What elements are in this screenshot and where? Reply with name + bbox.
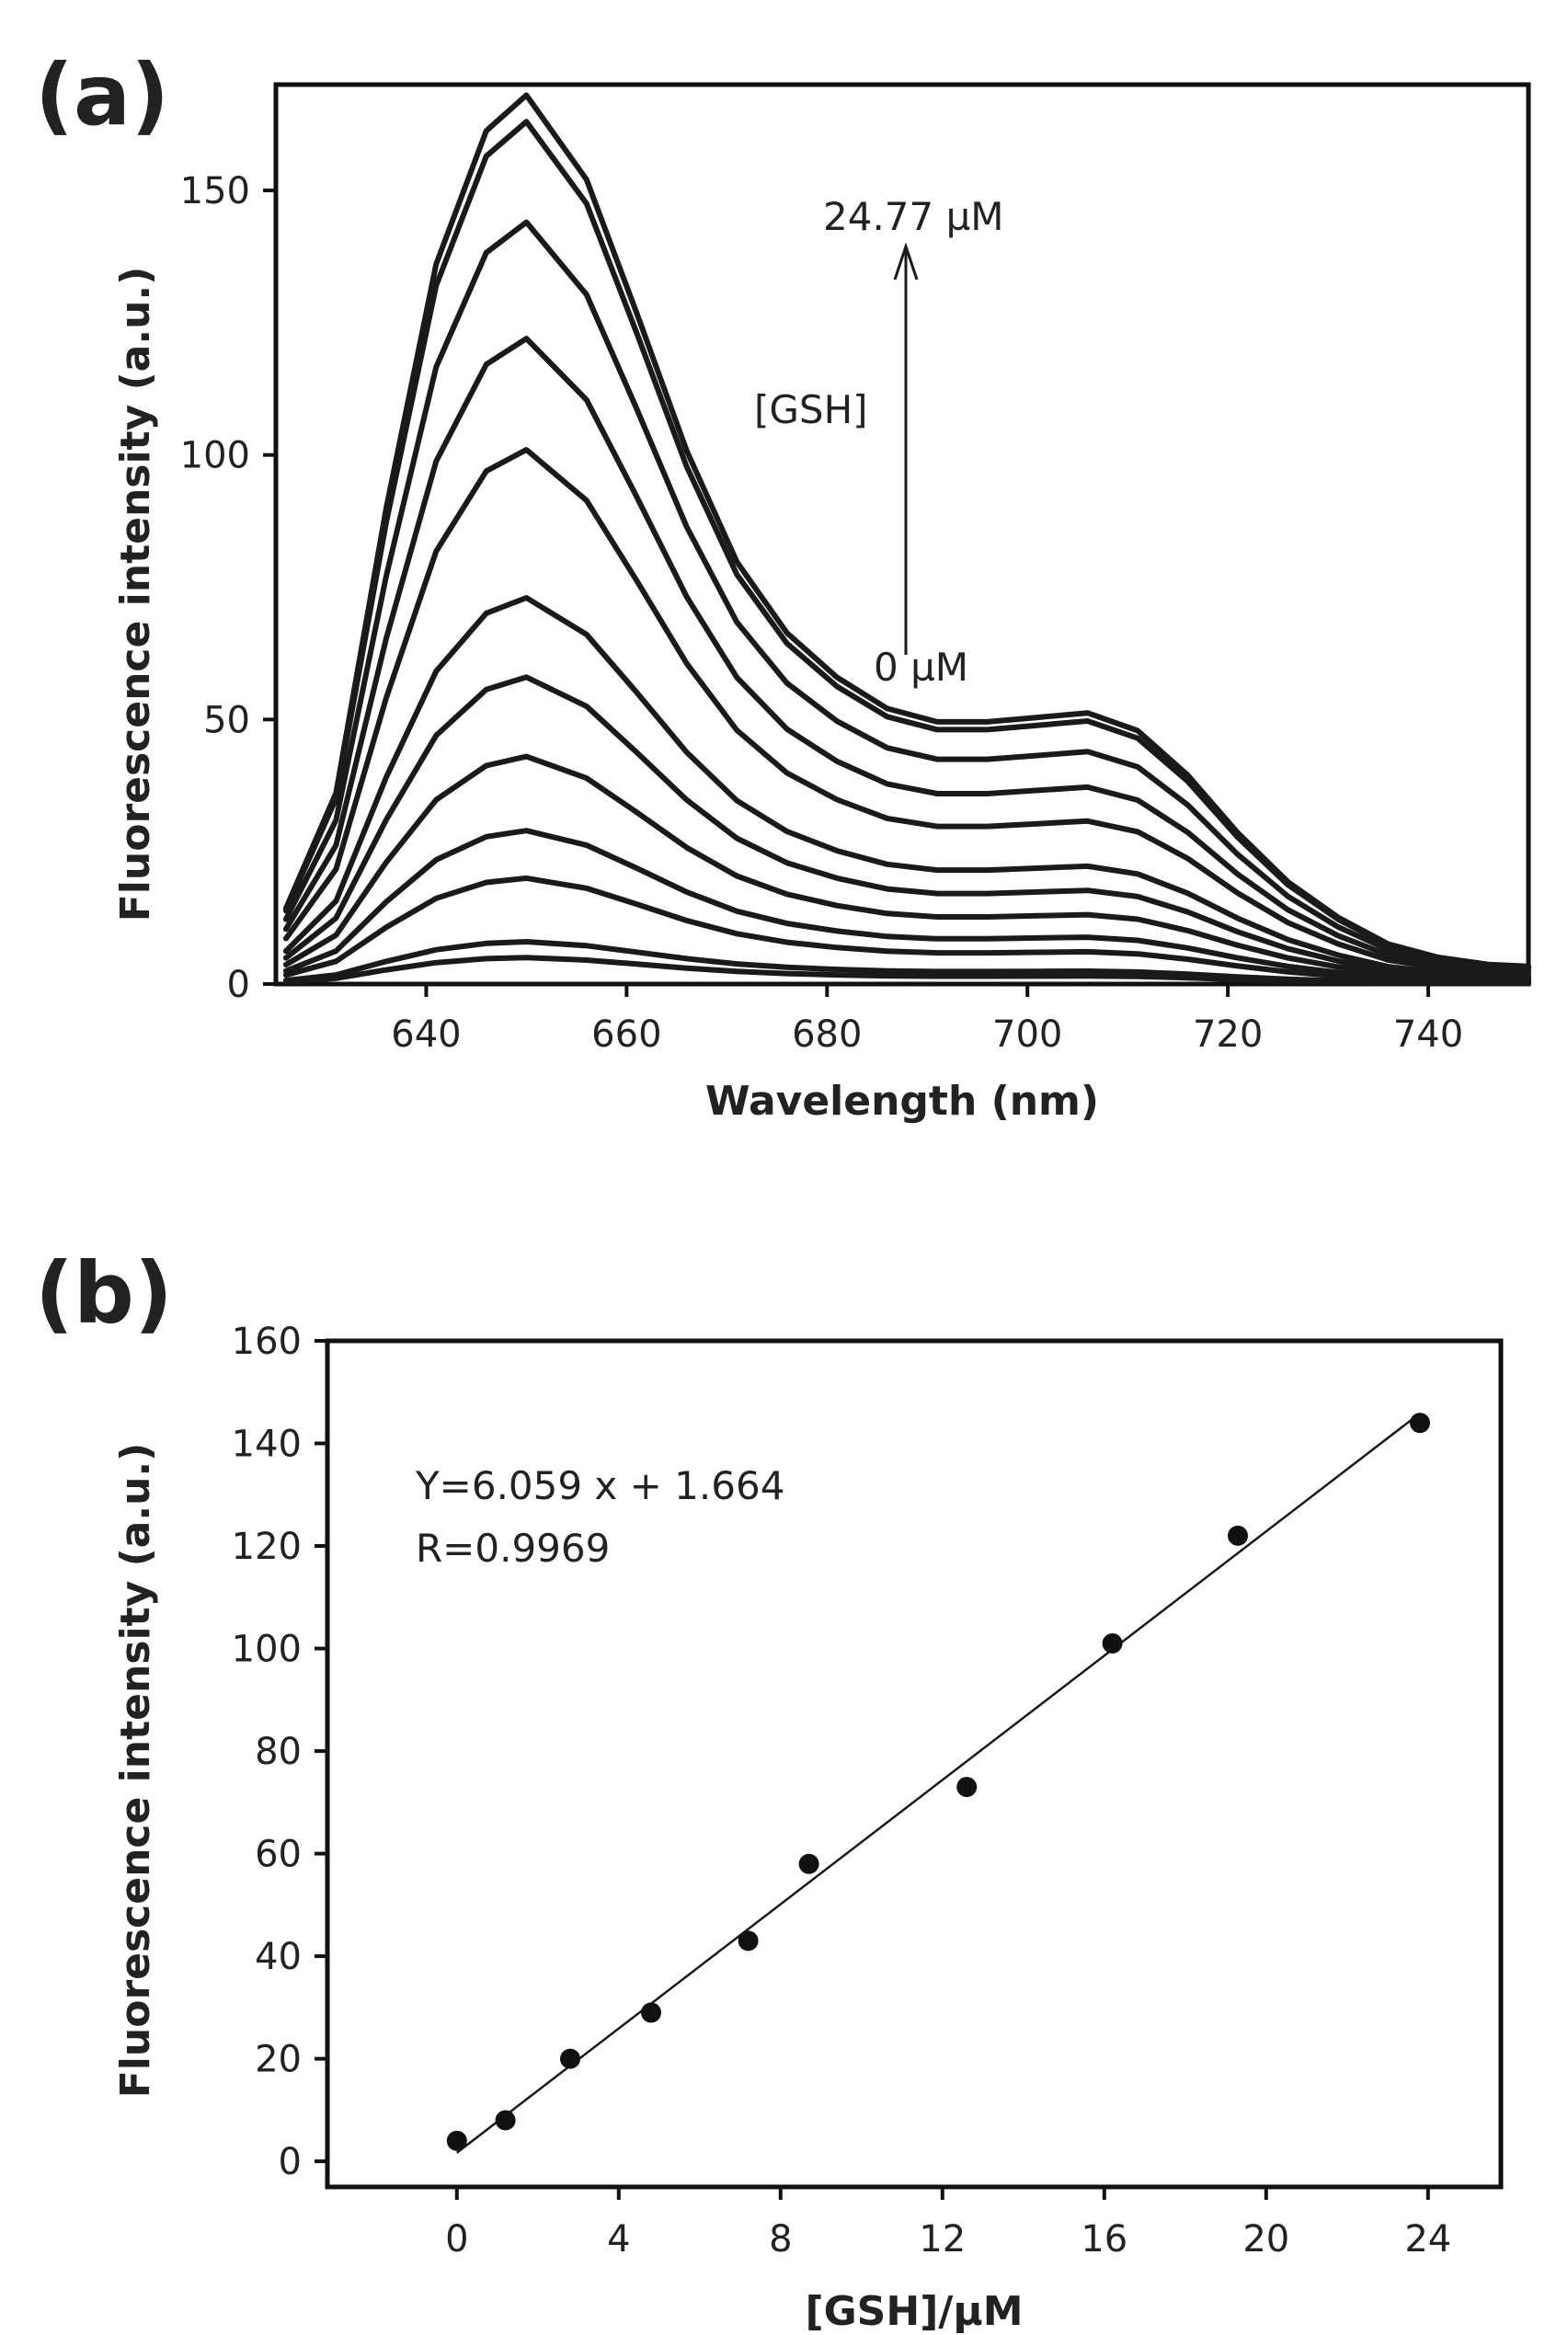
data-point-6 [798, 1853, 819, 1874]
panel-b-x-tick-label: 12 [919, 2218, 966, 2261]
panel-a-annotation-reagent: [GSH] [754, 387, 868, 432]
panel-b-fit-line [456, 1412, 1421, 2154]
spectrum-curve-9 [282, 336, 1531, 974]
panel-a-y-ticks: 0 50 100 150 [180, 170, 276, 1006]
panel-b-y-tick-label: 160 [232, 1321, 302, 1363]
spectrum-curve-3 [282, 875, 1531, 985]
panel-a-x-tick-label: 700 [992, 1013, 1062, 1056]
panel-b-equation: Y=6.059 x + 1.664 [415, 1463, 784, 1508]
panel-a-annotation-top-conc: 24.77 µM [823, 194, 1004, 239]
panel-b-r-value: R=0.9969 [416, 1526, 610, 1571]
spectrum-curve-12 [282, 92, 1531, 969]
panel-a-x-axis-title: Wavelength (nm) [705, 1078, 1099, 1125]
panel-b-x-axis-title: [GSH]/µM [805, 2288, 1023, 2335]
spectrum-curve-6 [282, 674, 1531, 981]
panel-a-x-tick-label: 680 [792, 1013, 862, 1056]
spectrum-curve-10 [282, 219, 1531, 972]
panel-b-points [446, 1413, 1430, 2151]
data-point-7 [956, 1777, 978, 1798]
data-point-2 [495, 2110, 516, 2131]
panel-a-arrowhead-icon [893, 242, 919, 280]
data-point-10 [1410, 1413, 1430, 1434]
panel-b-x-tick-label: 24 [1404, 2218, 1451, 2261]
spectrum-curve-4 [282, 828, 1531, 984]
panel-b-x-tick-label: 4 [607, 2218, 630, 2261]
panel-b-y-tick-label: 20 [255, 2039, 302, 2081]
panel-a-x-tick-label: 640 [391, 1013, 461, 1056]
panel-b-y-ticks: 0 20 40 60 80 100 120 140 160 [232, 1321, 327, 2183]
panel-b-y-tick-label: 140 [232, 1424, 302, 1466]
panel-a-annotation-bottom-conc: 0 µM [874, 645, 968, 690]
panel-b-y-tick-label: 80 [255, 1731, 302, 1773]
panel-a-x-tick-label: 740 [1393, 1013, 1463, 1056]
panel-a-x-ticks: 640 660 680 700 720 740 [391, 984, 1463, 1056]
panel-b-y-tick-label: 40 [255, 1936, 302, 1978]
panel-b-x-tick-label: 8 [769, 2218, 792, 2261]
spectrum-curve-8 [282, 447, 1531, 977]
data-point-9 [1228, 1525, 1248, 1546]
panel-b-x-ticks: 0 4 8 12 16 20 24 [445, 2187, 1451, 2261]
panel-a-y-axis-title: Fluorescence intensity (a.u.) [112, 267, 159, 922]
panel-a-plot-frame [273, 82, 1531, 987]
panel-a-x-tick-label: 660 [591, 1013, 661, 1056]
data-point-8 [1102, 1632, 1123, 1654]
panel-a-y-tick-label: 150 [180, 170, 250, 212]
spectrum-curve-2 [282, 939, 1531, 987]
panel-a-spectra-chart: (a) 640 660 680 700 720 740 0 50 100 150 24.77 µ… [35, 46, 1531, 1125]
data-point-1 [446, 2130, 467, 2151]
panel-b-y-tick-label: 60 [255, 1834, 302, 1876]
panel-b-y-tick-label: 120 [232, 1526, 302, 1568]
panel-b-label: (b) [35, 1244, 173, 1343]
panel-a-x-tick-label: 720 [1193, 1013, 1263, 1056]
data-point-5 [738, 1930, 759, 1952]
panel-b-y-tick-label: 100 [232, 1629, 302, 1671]
panel-b-y-tick-label: 0 [279, 2141, 302, 2183]
panel-b-x-tick-label: 0 [445, 2218, 468, 2261]
panel-a-label: (a) [35, 46, 169, 144]
panel-a-curves [282, 92, 1531, 987]
spectrum-curve-5 [282, 753, 1531, 983]
panel-a-y-tick-label: 50 [203, 699, 250, 741]
panel-b-y-axis-title: Fluorescence intensity (a.u.) [112, 1443, 159, 2099]
panel-a-y-tick-label: 100 [180, 435, 250, 477]
panel-b-plot-frame [325, 1338, 1504, 2190]
data-point-3 [560, 2048, 580, 2069]
data-point-4 [641, 2002, 661, 2023]
panel-b-x-tick-label: 16 [1081, 2218, 1127, 2261]
spectrum-curve-7 [282, 595, 1531, 979]
panel-b-calibration-chart: (b) 0 4 8 12 16 20 24 0 20 40 60 80 100 120 140 160 Y=… [35, 1244, 1504, 2335]
panel-b-x-tick-label: 20 [1242, 2218, 1289, 2261]
panel-a-y-tick-label: 0 [227, 964, 250, 1006]
